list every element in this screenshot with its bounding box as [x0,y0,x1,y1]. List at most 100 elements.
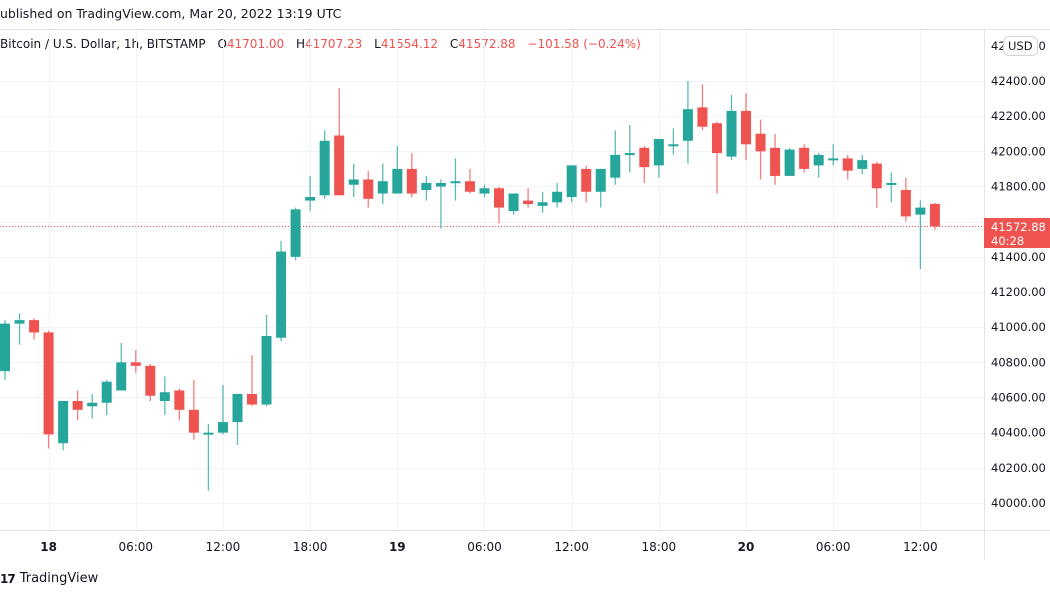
candle[interactable] [624,124,635,173]
price-axis-label: 41200.00 [991,285,1046,299]
candle[interactable] [261,314,272,407]
time-axis-label: 06:00 [118,540,153,554]
time-axis-label: 18:00 [642,540,677,554]
price-axis-label: 41000.00 [991,320,1046,334]
candle[interactable] [857,154,868,175]
candle[interactable] [581,165,592,203]
header-divider [0,29,1050,30]
candle[interactable] [72,390,83,421]
candle[interactable] [842,154,853,180]
candle[interactable] [14,313,25,345]
candle[interactable] [29,318,40,340]
open-value: 41701.00 [226,37,285,51]
candle[interactable] [435,179,446,229]
candle[interactable] [770,133,781,185]
last-price-tag: 41572.88 40:28 [984,218,1050,248]
candle[interactable] [711,121,722,194]
candle[interactable] [610,130,621,185]
candle[interactable] [319,130,330,199]
low-value: 41554.12 [380,37,439,51]
price-axis-label: 40800.00 [991,355,1046,369]
candle[interactable] [755,119,766,180]
time-axis-label: 06:00 [467,540,502,554]
candle[interactable] [305,175,316,212]
candle[interactable] [726,95,737,161]
time-axis-label: 19 [389,540,406,554]
candlestick-chart[interactable]: 42600.0042400.0042200.0042000.0041800.00… [0,30,1050,560]
candle[interactable] [799,144,810,173]
symbol-title[interactable]: Bitcoin / U.S. Dollar, 1h, BITSTAMP [0,37,206,51]
candle[interactable] [682,81,693,164]
candle[interactable] [217,385,228,435]
price-axis-label: 42000.00 [991,144,1046,158]
candle[interactable] [813,153,824,178]
candle[interactable] [290,207,301,261]
candle[interactable] [886,172,897,203]
candle[interactable] [668,128,679,155]
candle[interactable] [421,175,432,201]
time-axis-label: 12:00 [903,540,938,554]
candle[interactable] [900,177,911,222]
candle[interactable] [566,165,577,203]
candle[interactable] [58,401,69,451]
ohlc-legend: Bitcoin / U.S. Dollar, 1h, BITSTAMP O417… [0,37,641,51]
last-price-value: 41572.88 [991,220,1046,234]
candle[interactable] [174,388,185,421]
candle[interactable] [116,342,127,391]
tradingview-logo[interactable]: 17 TradingView [0,571,98,586]
time-axis-label: 20 [738,540,755,554]
time-axis-label: 12:00 [554,540,589,554]
candle[interactable] [450,158,461,201]
candle[interactable] [101,379,112,416]
candle[interactable] [232,393,243,445]
candle[interactable] [653,139,664,178]
candle[interactable] [915,200,926,270]
candle[interactable] [0,320,10,380]
candle[interactable] [464,168,475,194]
tradingview-logo-text: TradingView [19,571,99,586]
high-value: 41707.23 [305,37,363,51]
time-axis-label: 18:00 [293,540,328,554]
price-axis-label: 41800.00 [991,179,1046,193]
candle[interactable] [130,350,141,373]
candle[interactable] [595,168,606,208]
candle[interactable] [276,241,287,342]
candle[interactable] [188,379,199,440]
candle[interactable] [159,376,170,416]
candle[interactable] [828,144,839,166]
close-value: 41572.88 [458,37,516,51]
candle[interactable] [784,147,795,176]
published-caption: ublished on TradingView.com, Mar 20, 202… [0,6,342,21]
candle[interactable] [43,330,54,449]
price-axis-label: 40000.00 [991,496,1046,510]
candle[interactable] [508,193,519,215]
low-label: L [374,37,381,51]
candle[interactable] [247,355,258,407]
candle[interactable] [871,161,882,208]
candle[interactable] [348,163,359,198]
candle[interactable] [537,191,548,213]
price-axis-label: 42400.00 [991,74,1046,88]
candle[interactable] [87,393,98,419]
candle[interactable] [377,163,388,205]
currency-badge[interactable]: USD [1003,36,1038,56]
candle[interactable] [392,146,403,194]
close-label: C [449,37,459,51]
candle[interactable] [494,186,505,224]
candle[interactable] [552,182,563,208]
price-axis-label: 40200.00 [991,461,1046,475]
candle[interactable] [929,202,940,230]
candle[interactable] [334,88,345,196]
price-axis-label: 40600.00 [991,390,1046,404]
change-value: −101.58 (−0.24%) [527,37,641,51]
candle[interactable] [363,170,374,208]
candle[interactable] [406,153,417,198]
candle[interactable] [145,364,156,402]
candle[interactable] [479,184,490,198]
candle[interactable] [741,93,752,161]
candle[interactable] [203,423,214,491]
candle[interactable] [697,84,708,131]
high-label: H [296,37,306,51]
candle[interactable] [523,188,534,208]
candle[interactable] [639,146,650,183]
